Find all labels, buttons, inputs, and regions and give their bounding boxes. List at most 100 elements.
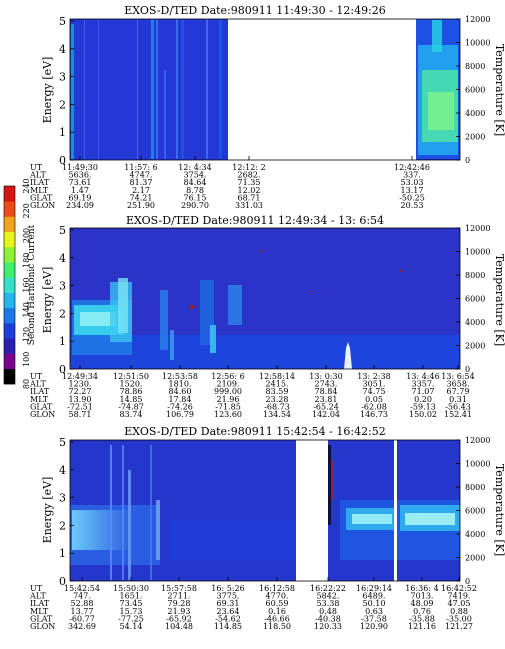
colorbar-tick-label: 200 [22,228,31,243]
table-cell: 1520. [120,380,143,389]
table-cell: 7013. [411,592,434,601]
table-cell: -35.88 [409,614,435,623]
table-cell: -74.26 [167,402,193,411]
table-cell: 337. [403,171,421,180]
panel-3-ylabel-right: Temperature [K] [493,464,505,556]
temperature-tick-label: 4000 [465,109,485,118]
row-label: MLT [30,607,49,616]
table-cell: 11:57: 6 [124,163,157,172]
colorbar-cell [4,277,15,293]
table-cell: 3658. [447,380,470,389]
energy-tick-label: 0 [59,154,66,167]
table-cell: 0.05 [365,395,383,404]
table-cell: 69.31 [217,599,240,608]
table-cell: 1651. [120,592,143,601]
energy-tick-label: 1 [59,126,66,139]
panel-1-streak [71,24,74,159]
table-cell: -54.62 [215,614,241,623]
table-cell: 2415. [266,380,289,389]
energy-tick-label: 3 [59,492,66,505]
table-cell: 15:42:54 [64,584,100,593]
table-cell: 47.05 [448,599,471,608]
table-cell: 23.28 [266,395,289,404]
energy-tick-label: 3 [59,280,66,293]
table-cell: 12:58:14 [259,372,295,381]
table-cell: 234.09 [66,201,94,210]
table-cell: 81.37 [130,178,153,187]
colorbar-tick-label: 180 [22,253,31,268]
table-cell: -37.58 [361,614,387,623]
table-cell: 12: 4:34 [178,163,211,172]
energy-tick-label: 0 [59,575,66,588]
table-cell: 69.19 [69,193,92,202]
panel-2-spectrogram [70,250,460,369]
table-cell: 67.79 [447,387,470,396]
panel-2-noise [400,270,402,272]
table-cell: 13: 2:38 [357,372,390,381]
energy-tick-label: 1 [59,547,66,560]
panel-1-axes: 0 1 2 3 4 5 0 2000 4000 6000 8000 10000 12000 [59,15,490,167]
table-cell: 76.15 [184,193,207,202]
energy-tick-label: 5 [59,224,66,237]
panel-2-plume [118,278,128,333]
panel-3-title: EXOS-D/TED Date:980911 15:42:54 - 16:42:… [124,425,386,438]
panel-1-streak [84,19,85,159]
table-cell: 16: 5:26 [211,584,244,593]
table-cell: 2.17 [132,186,150,195]
panel-1-spectrogram [71,19,460,160]
table-cell: 16:36: 4 [405,584,438,593]
colorbar-cell [4,186,15,202]
table-cell: 13: 6:54 [441,372,474,381]
temperature-tick-label: 0 [465,577,470,586]
row-label: ALT [29,171,46,180]
energy-tick-label: 4 [59,43,66,56]
energy-tick-label: 5 [59,436,66,449]
table-cell: -46.66 [264,614,290,623]
table-cell: 4747. [130,171,153,180]
temperature-tick-label: 0 [465,156,470,165]
table-cell: 78.86 [120,387,143,396]
table-cell: 68.71 [238,193,261,202]
temperature-tick-label: 8000 [465,62,485,71]
table-cell: 134.54 [263,410,291,419]
panel-1-streak [137,19,138,159]
row-label: GLAT [30,193,53,202]
table-cell: -62.08 [361,402,387,411]
table-cell: 142.04 [312,410,340,419]
table-cell: 120.33 [314,622,342,631]
panel-1-streak [181,19,184,159]
panel-1-streak [156,19,158,159]
table-cell: 71.07 [412,387,435,396]
row-label: MLT [30,186,49,195]
table-cell: 12:56: 6 [211,372,244,381]
panel-3-data-gap [296,440,328,581]
table-cell: 152.41 [444,410,472,419]
panel-1-ylabel-right: Temperature [K] [493,44,505,136]
energy-tick-label: 2 [59,98,66,111]
energy-tick-label: 3 [59,71,66,84]
panel-3-spectrogram [70,440,460,581]
table-cell: 0.16 [268,607,286,616]
temperature-tick-label: 12000 [465,15,490,24]
panel-1-streak [164,70,166,159]
table-cell: 15:57:58 [161,584,197,593]
table-cell: 1810. [169,380,192,389]
panel-3-band-cyan-bright [405,513,455,525]
panel-1: EXOS-D/TED Date:980911 11:49:30 - 12:49:… [29,4,505,210]
panel-2-spike [344,342,352,369]
table-cell: 251.90 [127,201,155,210]
colorbar-tick-label: 240 [22,178,31,193]
table-cell: 123.60 [214,410,242,419]
table-cell: 12:53:58 [162,372,198,381]
table-cell: 7419. [448,592,471,601]
panel-3-streak [110,445,112,580]
panel-2-plume [160,290,168,350]
temperature-tick-label: 6000 [465,507,485,516]
energy-tick-label: 2 [59,519,66,532]
panel-3-ylabel: Energy [eV] [41,477,54,544]
panel-3-band-mid [170,520,320,560]
panel-1-streak [98,19,99,159]
temperature-tick-label: 2000 [465,342,485,351]
temperature-tick-label: 2000 [465,133,485,142]
